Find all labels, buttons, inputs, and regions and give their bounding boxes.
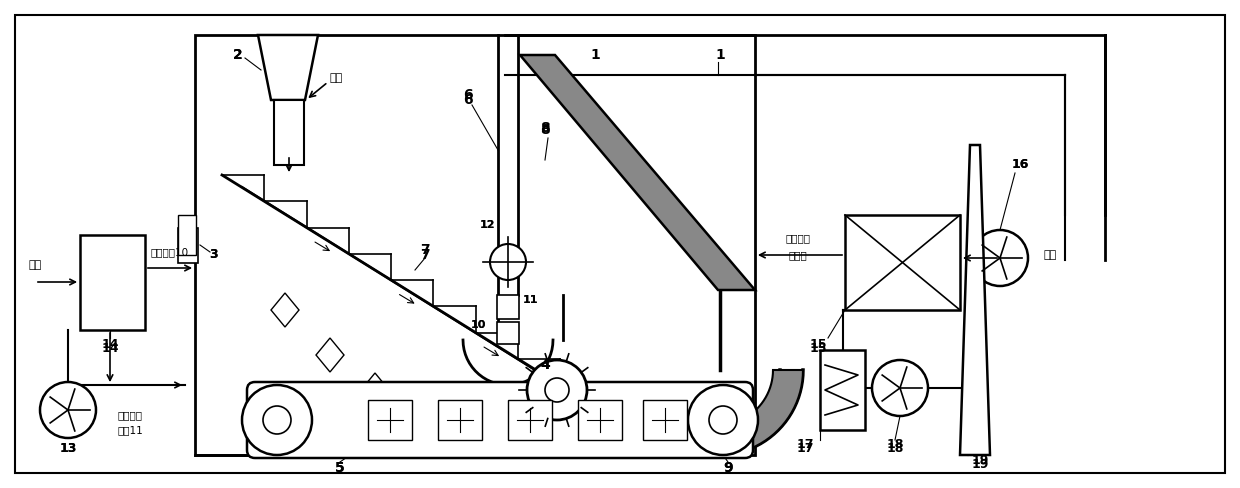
Text: 4: 4 — [541, 358, 549, 372]
Text: 半焦: 半焦 — [29, 260, 42, 270]
Bar — [81, 235, 145, 330]
Bar — [844, 215, 960, 310]
Text: 2: 2 — [233, 48, 243, 62]
Bar — [497, 295, 520, 319]
Text: 气流携细: 气流携细 — [118, 410, 143, 420]
Text: 10: 10 — [470, 320, 486, 330]
Bar — [438, 400, 482, 440]
Bar — [820, 350, 866, 430]
Polygon shape — [316, 338, 343, 372]
Text: 6: 6 — [464, 88, 472, 102]
Bar — [368, 400, 412, 440]
Text: 19: 19 — [971, 453, 988, 467]
Circle shape — [872, 360, 928, 416]
Text: 9: 9 — [723, 461, 733, 475]
Text: 16: 16 — [1012, 159, 1029, 171]
Text: 8: 8 — [541, 121, 549, 135]
Text: 12: 12 — [479, 220, 495, 230]
Text: 1: 1 — [590, 48, 600, 62]
Circle shape — [527, 360, 587, 420]
Text: 5: 5 — [335, 461, 345, 475]
Circle shape — [546, 378, 569, 402]
Text: 7: 7 — [420, 248, 430, 262]
Polygon shape — [272, 293, 299, 327]
Polygon shape — [258, 35, 317, 100]
Text: 二次风: 二次风 — [789, 250, 807, 260]
Text: 10: 10 — [470, 320, 486, 330]
Text: 8: 8 — [541, 123, 549, 137]
Text: 14: 14 — [102, 342, 119, 354]
Text: 1: 1 — [715, 48, 725, 62]
Circle shape — [972, 230, 1028, 286]
Text: 7: 7 — [420, 243, 430, 257]
Text: 19: 19 — [971, 459, 988, 471]
Bar — [195, 35, 755, 455]
Polygon shape — [361, 373, 389, 407]
Text: 粉至11: 粉至11 — [117, 425, 143, 435]
Text: 5: 5 — [335, 461, 345, 475]
Circle shape — [40, 382, 95, 438]
Bar — [179, 228, 198, 263]
Text: 6: 6 — [464, 93, 472, 107]
Bar — [497, 322, 520, 344]
Text: 14: 14 — [102, 339, 119, 351]
Text: 一次风、: 一次风、 — [785, 233, 811, 243]
Text: 17: 17 — [796, 439, 813, 451]
Text: 17: 17 — [796, 442, 813, 454]
Bar — [578, 400, 622, 440]
FancyBboxPatch shape — [247, 382, 753, 458]
Text: 15: 15 — [810, 339, 827, 351]
Text: 18: 18 — [887, 439, 904, 451]
Text: 2: 2 — [233, 48, 243, 62]
Text: 11: 11 — [522, 295, 538, 305]
Bar — [274, 100, 304, 165]
Text: 9: 9 — [723, 461, 733, 475]
Text: 4: 4 — [541, 358, 549, 372]
Polygon shape — [718, 370, 804, 455]
Polygon shape — [960, 145, 990, 455]
Text: 空气: 空气 — [1043, 250, 1056, 260]
Bar — [644, 400, 687, 440]
Text: 12: 12 — [479, 220, 495, 230]
Polygon shape — [520, 55, 755, 290]
Text: 3: 3 — [208, 248, 217, 262]
Text: 15: 15 — [810, 342, 827, 354]
Text: 18: 18 — [887, 442, 904, 454]
Text: 煤粉: 煤粉 — [330, 73, 343, 83]
Text: 11: 11 — [522, 295, 538, 305]
Circle shape — [263, 406, 291, 434]
Circle shape — [688, 385, 758, 455]
Circle shape — [242, 385, 312, 455]
Text: 13: 13 — [60, 442, 77, 454]
Text: 粗颗粒至10: 粗颗粒至10 — [151, 247, 188, 257]
Bar — [179, 215, 196, 255]
Text: 16: 16 — [1012, 159, 1029, 171]
Text: 3: 3 — [208, 248, 217, 262]
Circle shape — [709, 406, 737, 434]
Bar — [508, 400, 552, 440]
Text: 13: 13 — [60, 442, 77, 454]
Circle shape — [490, 244, 526, 280]
